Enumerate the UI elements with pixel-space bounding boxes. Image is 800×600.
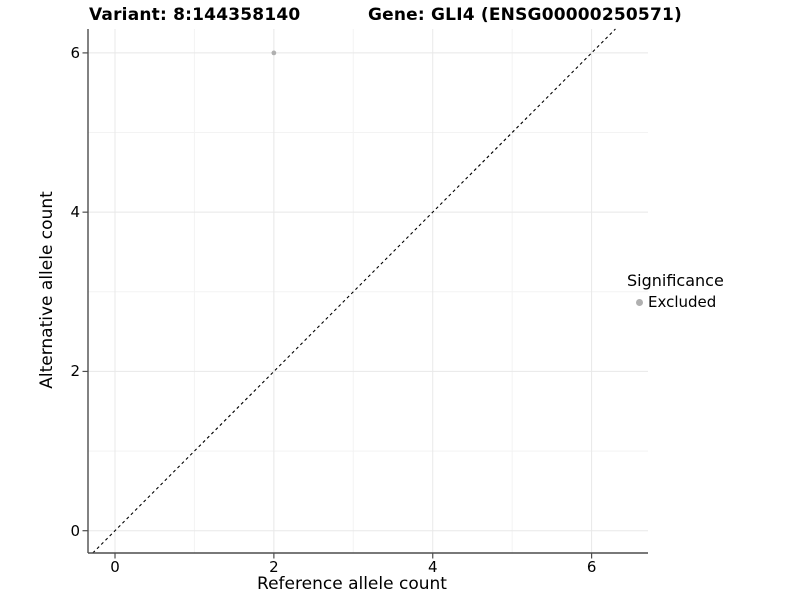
x-tick-label: 4 — [427, 558, 438, 576]
legend-point-icon — [635, 298, 643, 306]
x-tick-label: 6 — [586, 558, 597, 576]
x-tick-label: 0 — [110, 558, 120, 576]
y-tick-label: 6 — [70, 43, 80, 62]
legend-item: Excluded — [627, 293, 724, 311]
data-point — [271, 50, 277, 56]
plot-title-gene: Gene: GLI4 (ENSG00000250571) — [368, 5, 682, 25]
x-tick-label: 2 — [269, 558, 279, 576]
legend-items: Excluded — [627, 293, 724, 311]
legend: Significance Excluded — [627, 271, 724, 311]
y-tick-label: 4 — [70, 203, 80, 222]
legend-title: Significance — [627, 271, 724, 290]
legend-key — [631, 294, 647, 310]
plot-title-variant: Variant: 8:144358140 — [89, 5, 301, 25]
gridlines-major — [88, 29, 648, 553]
axis-lines — [87, 29, 648, 554]
gridlines-minor — [88, 29, 648, 553]
axis-tick-marks — [82, 52, 593, 559]
y-tick-label: 0 — [70, 521, 80, 540]
legend-item-label: Excluded — [648, 293, 717, 311]
identity-reference-line — [92, 28, 616, 554]
y-tick-label: 2 — [70, 362, 80, 381]
x-axis-title: Reference allele count — [257, 574, 447, 594]
